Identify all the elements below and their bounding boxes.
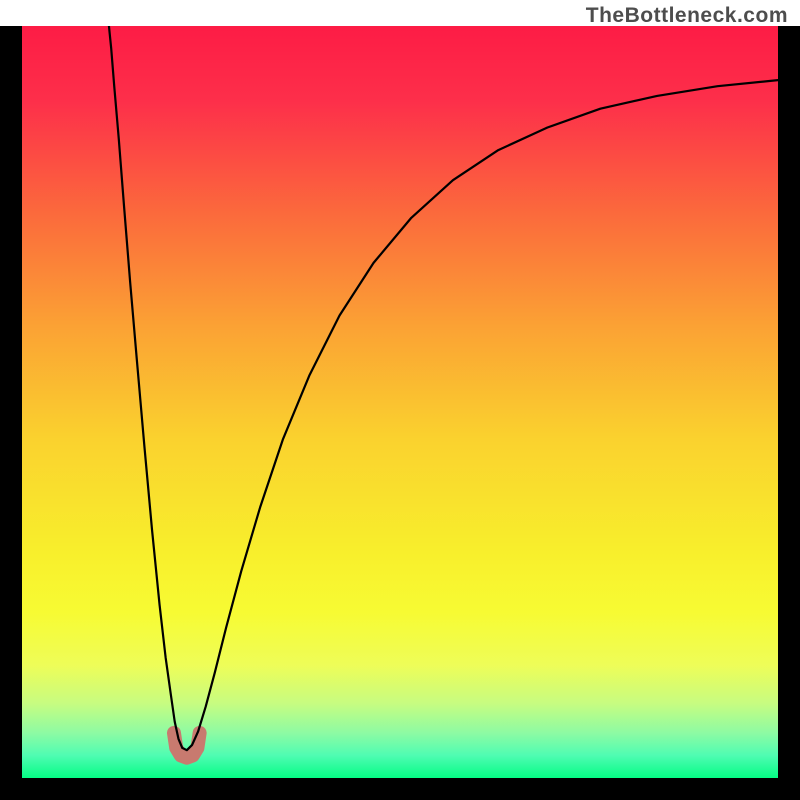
bottleneck-chart-svg <box>0 0 800 800</box>
watermark-text: TheBottleneck.com <box>586 4 788 28</box>
gradient-background <box>22 26 778 778</box>
bottleneck-chart-frame: TheBottleneck.com <box>0 0 800 800</box>
